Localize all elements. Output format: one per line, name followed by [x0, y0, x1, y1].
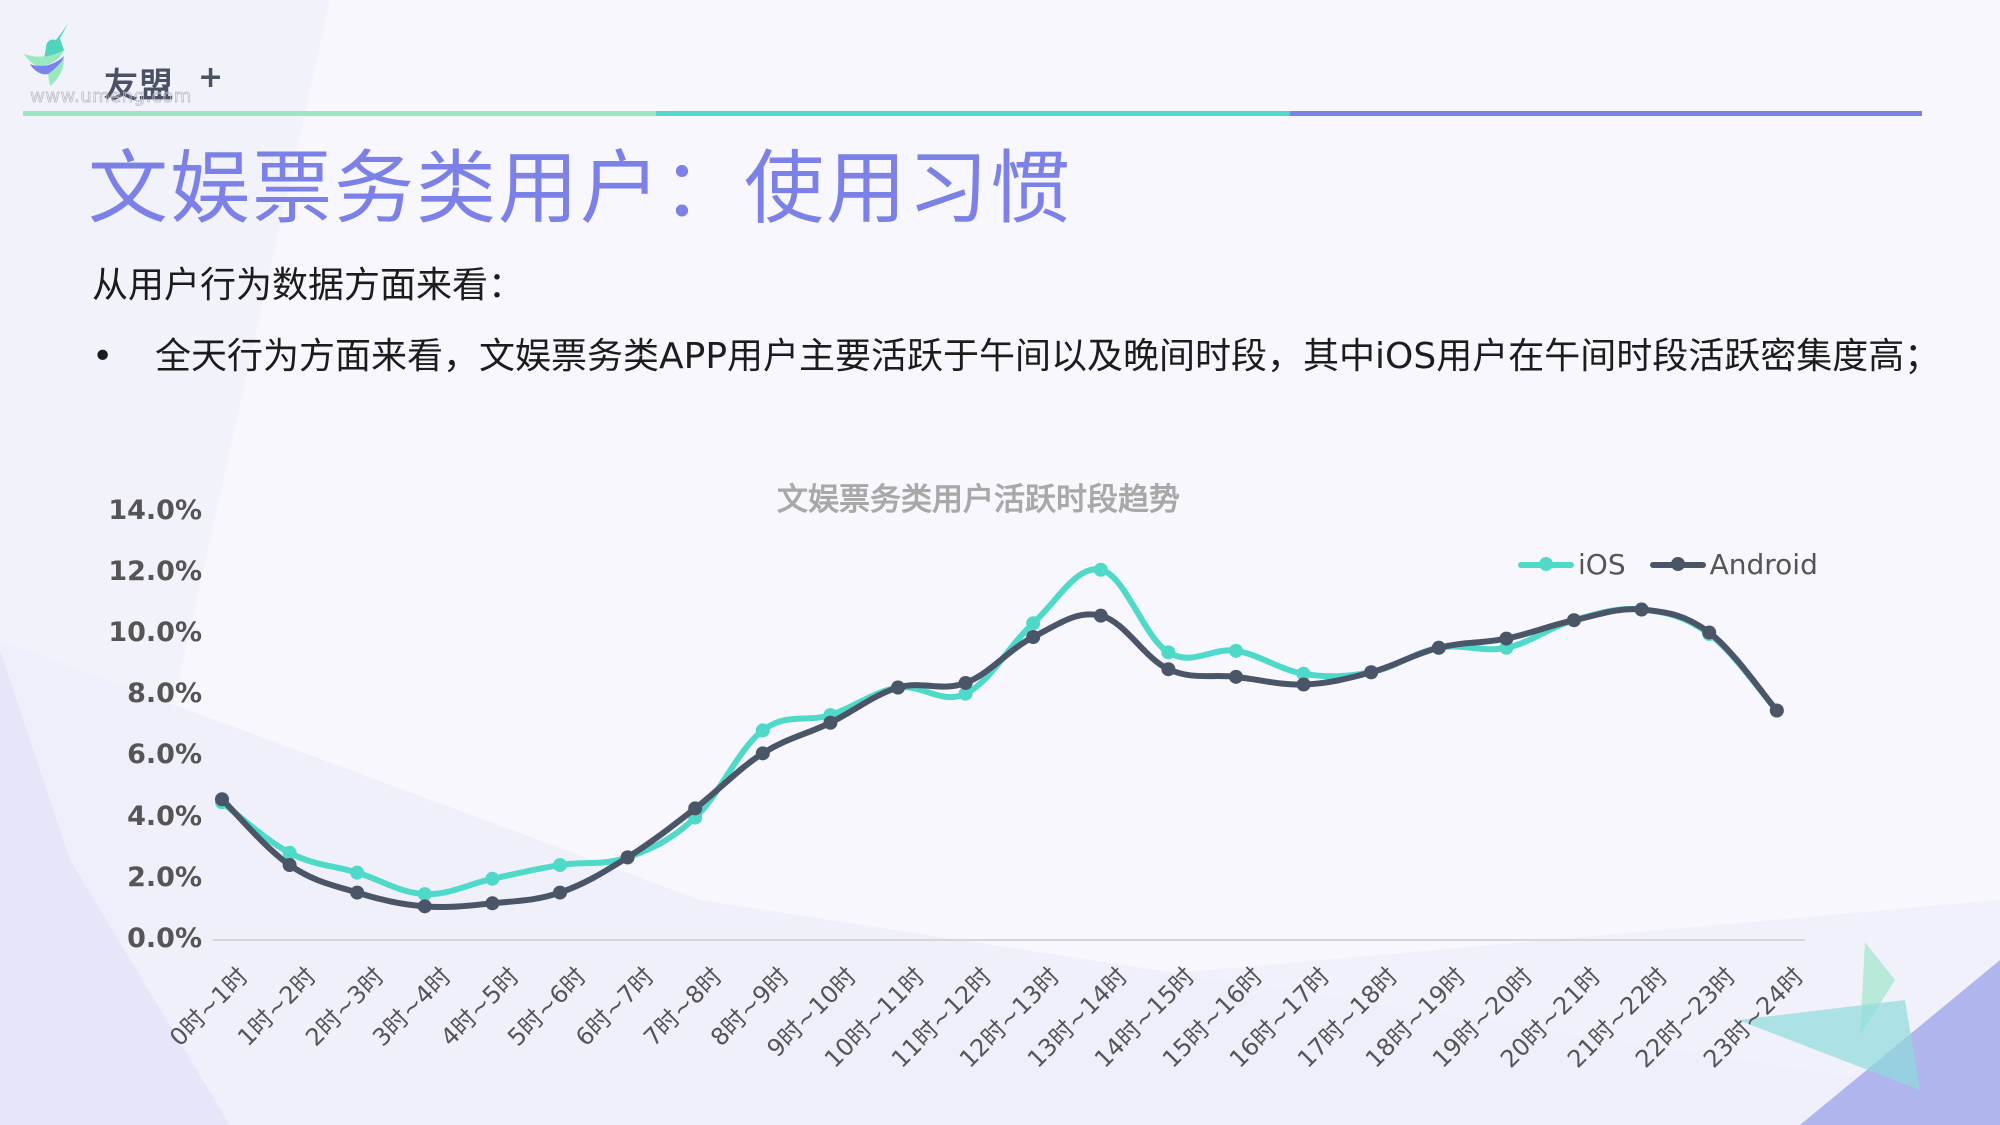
legend-ios-label: iOS: [1578, 548, 1626, 581]
data-point-marker[interactable]: [553, 885, 567, 900]
data-point-marker[interactable]: [1026, 630, 1041, 645]
series-android: [215, 602, 1784, 914]
y-tick-label: 14.0%: [108, 494, 202, 526]
data-point-marker[interactable]: [755, 723, 770, 738]
data-point-marker[interactable]: [1161, 662, 1176, 677]
data-point-marker[interactable]: [282, 858, 297, 873]
data-point-marker[interactable]: [688, 801, 703, 816]
y-tick-label: 6.0%: [127, 739, 202, 771]
legend-ios-marker-icon: [1518, 556, 1574, 571]
y-tick-label: 12.0%: [108, 555, 202, 587]
y-tick-label: 8.0%: [127, 678, 202, 710]
data-point-marker[interactable]: [891, 680, 905, 695]
data-point-marker[interactable]: [282, 845, 297, 860]
data-point-marker[interactable]: [1026, 616, 1041, 631]
data-point-marker[interactable]: [620, 850, 635, 865]
data-point-marker[interactable]: [1567, 613, 1581, 628]
y-tick-label: 10.0%: [108, 617, 202, 648]
data-point-marker[interactable]: [215, 792, 229, 807]
data-point-marker[interactable]: [1634, 602, 1649, 617]
data-point-marker[interactable]: [1769, 703, 1784, 718]
data-point-marker[interactable]: [417, 887, 432, 902]
data-point-marker[interactable]: [1431, 640, 1446, 655]
data-point-marker[interactable]: [350, 885, 365, 900]
data-point-marker[interactable]: [553, 858, 567, 873]
data-point-marker[interactable]: [1499, 631, 1514, 646]
data-point-marker[interactable]: [350, 865, 365, 880]
y-tick-label: 0.0%: [127, 923, 202, 954]
logo-plus: +: [198, 60, 224, 95]
logo-url: www.umeng.com: [30, 86, 192, 108]
chart-title: 文娱票务类用户活跃时段趋势: [777, 482, 1180, 518]
hummingbird-logo-icon: [24, 24, 68, 86]
data-point-marker[interactable]: [755, 746, 770, 761]
divider-segment-green: [23, 111, 656, 116]
series-ios: [215, 562, 1784, 902]
data-point-marker[interactable]: [823, 715, 838, 730]
divider-segment-purple: [1290, 111, 1922, 116]
y-tick-label: 4.0%: [127, 800, 202, 832]
logo-name: 友盟: [104, 66, 174, 106]
data-point-marker[interactable]: [1296, 677, 1311, 692]
data-point-marker[interactable]: [958, 675, 973, 690]
header-divider: [23, 111, 1922, 116]
data-point-marker[interactable]: [1093, 562, 1108, 577]
data-point-marker[interactable]: [485, 896, 500, 911]
divider-segment-teal: [656, 111, 1290, 116]
series-line: [219, 606, 1780, 911]
data-point-marker[interactable]: [417, 899, 432, 914]
data-point-marker[interactable]: [485, 871, 500, 886]
y-tick-label: 2.0%: [127, 861, 202, 893]
legend-item-ios[interactable]: iOS: [1518, 548, 1626, 581]
data-point-marker[interactable]: [1364, 665, 1379, 680]
bullet-dot: •: [92, 336, 114, 377]
page-title: 文娱票务类用户：使用习惯: [88, 142, 1072, 235]
data-point-marker[interactable]: [1296, 666, 1311, 681]
intro-text: 从用户行为数据方面来看：: [92, 265, 525, 306]
legend-android-marker-icon: [1649, 556, 1706, 571]
bullet-text: 全天行为方面来看，文娱票务类APP用户主要活跃于午间以及晚间时段，其中iOS用户…: [155, 336, 1941, 377]
chart-legend: iOS Android: [1518, 548, 1842, 581]
data-point-marker[interactable]: [1161, 645, 1176, 660]
data-point-marker[interactable]: [958, 686, 973, 701]
data-point-marker[interactable]: [1702, 625, 1717, 640]
data-point-marker[interactable]: [1229, 669, 1243, 684]
legend-item-android[interactable]: Android: [1649, 548, 1818, 581]
data-point-marker[interactable]: [1093, 608, 1108, 623]
series-line: [219, 566, 1780, 898]
data-point-marker[interactable]: [1229, 643, 1243, 658]
umeng-logo: 友盟 + www.umeng.com: [20, 22, 224, 112]
legend-android-label: Android: [1709, 548, 1818, 581]
